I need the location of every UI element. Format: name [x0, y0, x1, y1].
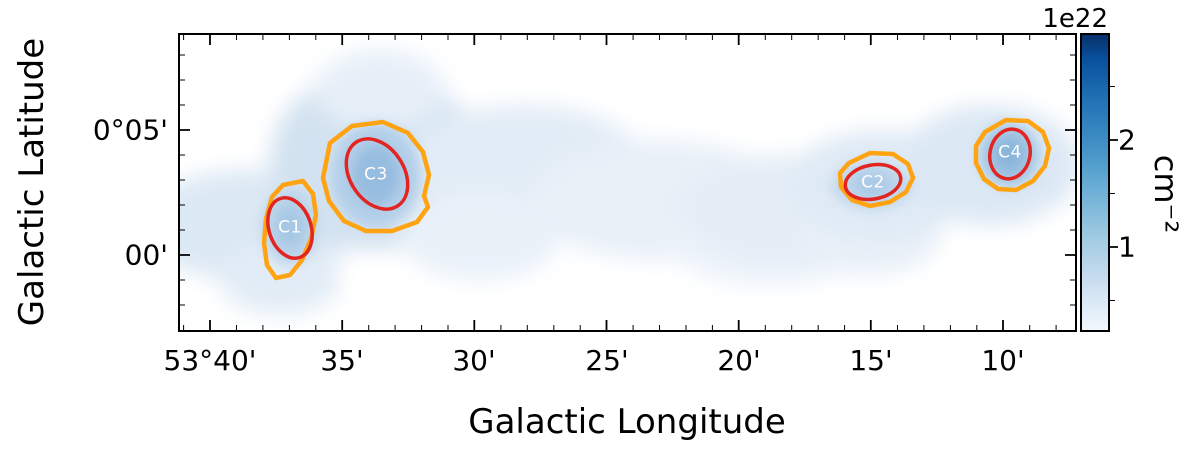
colorbar-unit-label: cm⁻²	[1147, 154, 1185, 234]
plot-area: C1 C3 C2 C4	[178, 33, 1077, 332]
clump-label-c4: C4	[998, 142, 1022, 163]
x-tick-label-3: 25'	[585, 344, 629, 377]
x-axis-label: Galactic Longitude	[468, 402, 786, 442]
clump-ellipse-c4	[988, 127, 1032, 181]
y-tick-label-1: 00'	[124, 238, 168, 272]
colorbar	[1080, 33, 1110, 332]
x-tick-label-6: 10'	[981, 344, 1025, 377]
emission-map	[180, 50, 1075, 315]
clump-ellipse-c3	[344, 137, 410, 211]
clump-contour-c3	[320, 119, 432, 234]
y-axis-label: Galactic Latitude	[12, 37, 52, 327]
clump-contour-c1	[261, 178, 319, 281]
axis-major-ticks	[180, 35, 1075, 330]
colorbar-ticks	[1110, 86, 1118, 301]
column-density-map	[180, 35, 1075, 330]
y-tick-label-0: 0°05'	[92, 113, 168, 147]
clump-ellipse-c1	[266, 196, 314, 260]
x-tick-label-5: 15'	[849, 344, 893, 377]
axis-minor-ticks	[180, 35, 1075, 330]
clump-label-c3: C3	[364, 164, 388, 185]
clump-contour-c4	[973, 117, 1052, 193]
colorbar-tick-label-1: 1	[1118, 230, 1136, 264]
x-tick-label-2: 30'	[452, 344, 496, 377]
x-tick-label-0: 53°40'	[163, 344, 257, 377]
colorbar-offset-label: 1e22	[1042, 4, 1108, 34]
x-tick-label-1: 35'	[320, 344, 364, 377]
colorbar-tick-label-0: 2	[1118, 123, 1136, 157]
clump-contour-c2	[837, 150, 916, 209]
clump-label-c2: C2	[861, 172, 885, 193]
clump-label-c1: C1	[278, 217, 302, 238]
clump-ellipse-c2	[843, 162, 903, 202]
x-tick-label-4: 20'	[717, 344, 761, 377]
